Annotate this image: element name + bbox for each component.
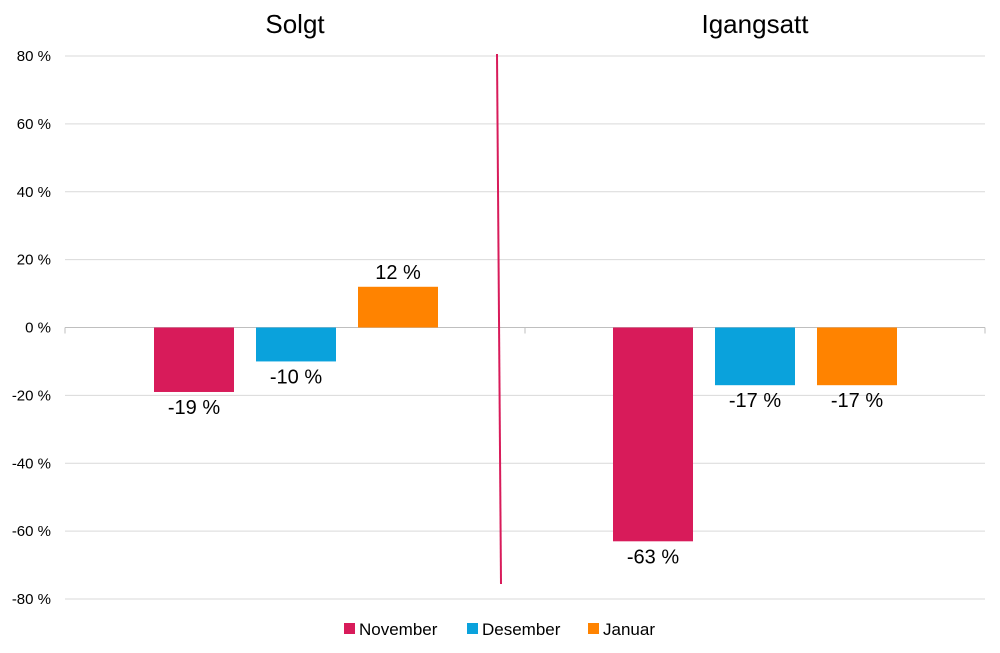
y-tick-label: 80 % [17,48,51,65]
bar-november-solgt [154,327,234,392]
data-label: -17 % [831,390,883,412]
legend-swatch-januar [588,623,599,634]
data-label: -19 % [168,397,220,419]
y-tick-label: -80 % [12,591,51,608]
data-label: -10 % [270,366,322,388]
legend: November Desember Januar [344,620,655,639]
bar-januar-igangsatt [817,327,897,386]
data-label: -63 % [627,546,679,568]
group-divider [496,53,502,585]
legend-label-desember: Desember [482,620,561,639]
data-label: 12 % [375,262,421,284]
y-tick-label: -60 % [12,523,51,540]
y-tick-label: 20 % [17,252,51,269]
bar-desember-igangsatt [715,327,795,386]
y-tick-label: 60 % [17,116,51,133]
y-tick-label: -20 % [12,387,51,404]
legend-swatch-desember [467,623,478,634]
y-axis-tick-labels: 80 % 60 % 40 % 20 % 0 % -20 % -40 % -60 % -80 % [12,48,51,608]
y-tick-label: 0 % [25,320,51,337]
data-labels: -19 % -10 % 12 % -63 % -17 % -17 % [168,262,883,569]
y-tick-label: -40 % [12,455,51,472]
data-label: -17 % [729,390,781,412]
y-tick-label: 40 % [17,184,51,201]
group-title-solgt: Solgt [265,9,325,39]
gridlines [65,55,985,600]
group-titles: Solgt Igangsatt [265,9,809,39]
divider-line [496,53,502,585]
bar-januar-solgt [358,286,438,328]
legend-label-januar: Januar [603,620,655,639]
bar-desember-solgt [256,327,336,362]
legend-label-november: November [359,620,438,639]
legend-swatch-november [344,623,355,634]
bar-november-igangsatt [613,327,693,542]
bars [154,286,897,542]
group-title-igangsatt: Igangsatt [702,9,810,39]
